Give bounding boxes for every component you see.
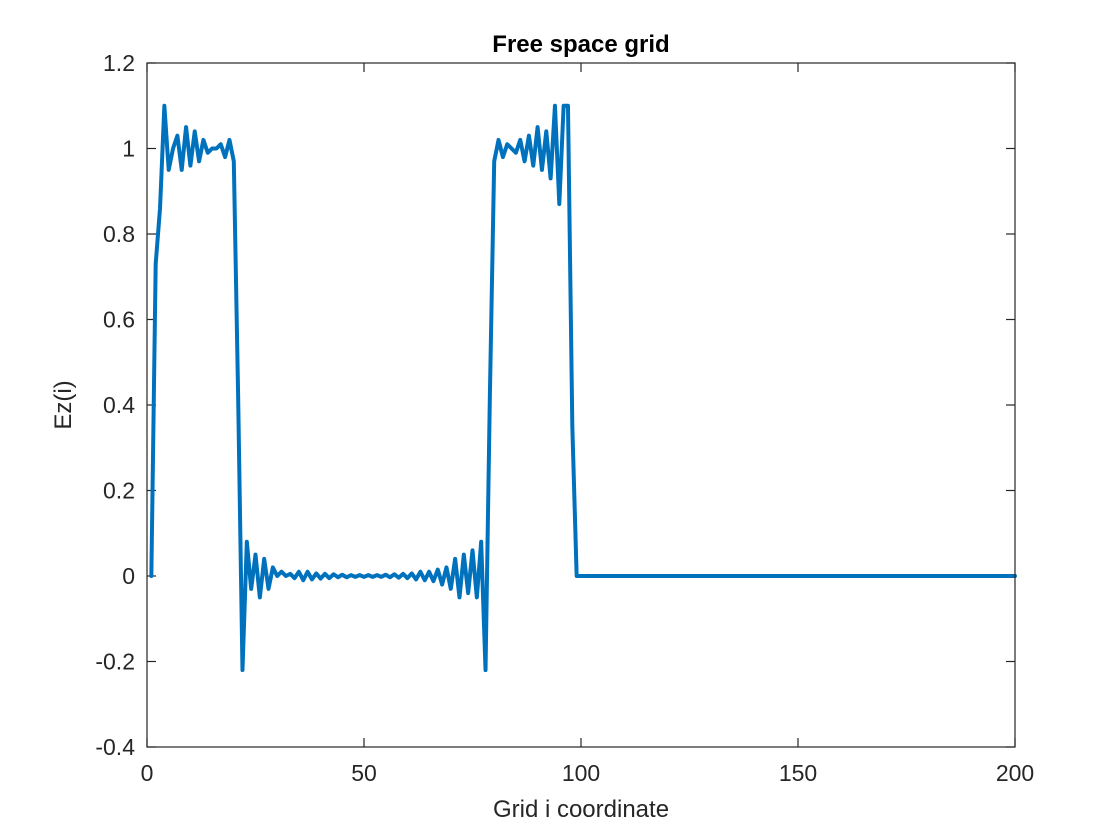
x-tick-label: 200 (996, 760, 1034, 786)
y-tick-label: 0.4 (103, 392, 135, 418)
chart-title: Free space grid (492, 31, 669, 58)
y-tick-label: -0.2 (95, 649, 135, 675)
x-axis-label: Grid i coordinate (493, 796, 669, 823)
x-tick-label: 0 (141, 760, 154, 786)
y-tick-label: 0 (122, 563, 135, 589)
y-tick-label: -0.4 (95, 734, 135, 760)
x-tick-label: 50 (351, 760, 377, 786)
tick-labels: 0 50 100 150 200 -0.4 -0.2 0 0.2 0.4 0.6 0.8 1 1.2 (95, 50, 1034, 786)
y-tick-label: 0.8 (103, 221, 135, 247)
y-axis-label: Ez(i) (50, 380, 77, 429)
y-tick-label: 0.6 (103, 307, 135, 333)
y-tick-label: 1.2 (103, 50, 135, 76)
axes-box (146, 62, 1016, 748)
x-tick-label: 150 (779, 760, 817, 786)
y-tick-label: 1 (122, 136, 135, 162)
y-tick-label: 0.2 (103, 478, 135, 504)
series-line (149, 103, 1017, 673)
x-tick-label: 100 (562, 760, 600, 786)
plot-background (147, 63, 1015, 747)
